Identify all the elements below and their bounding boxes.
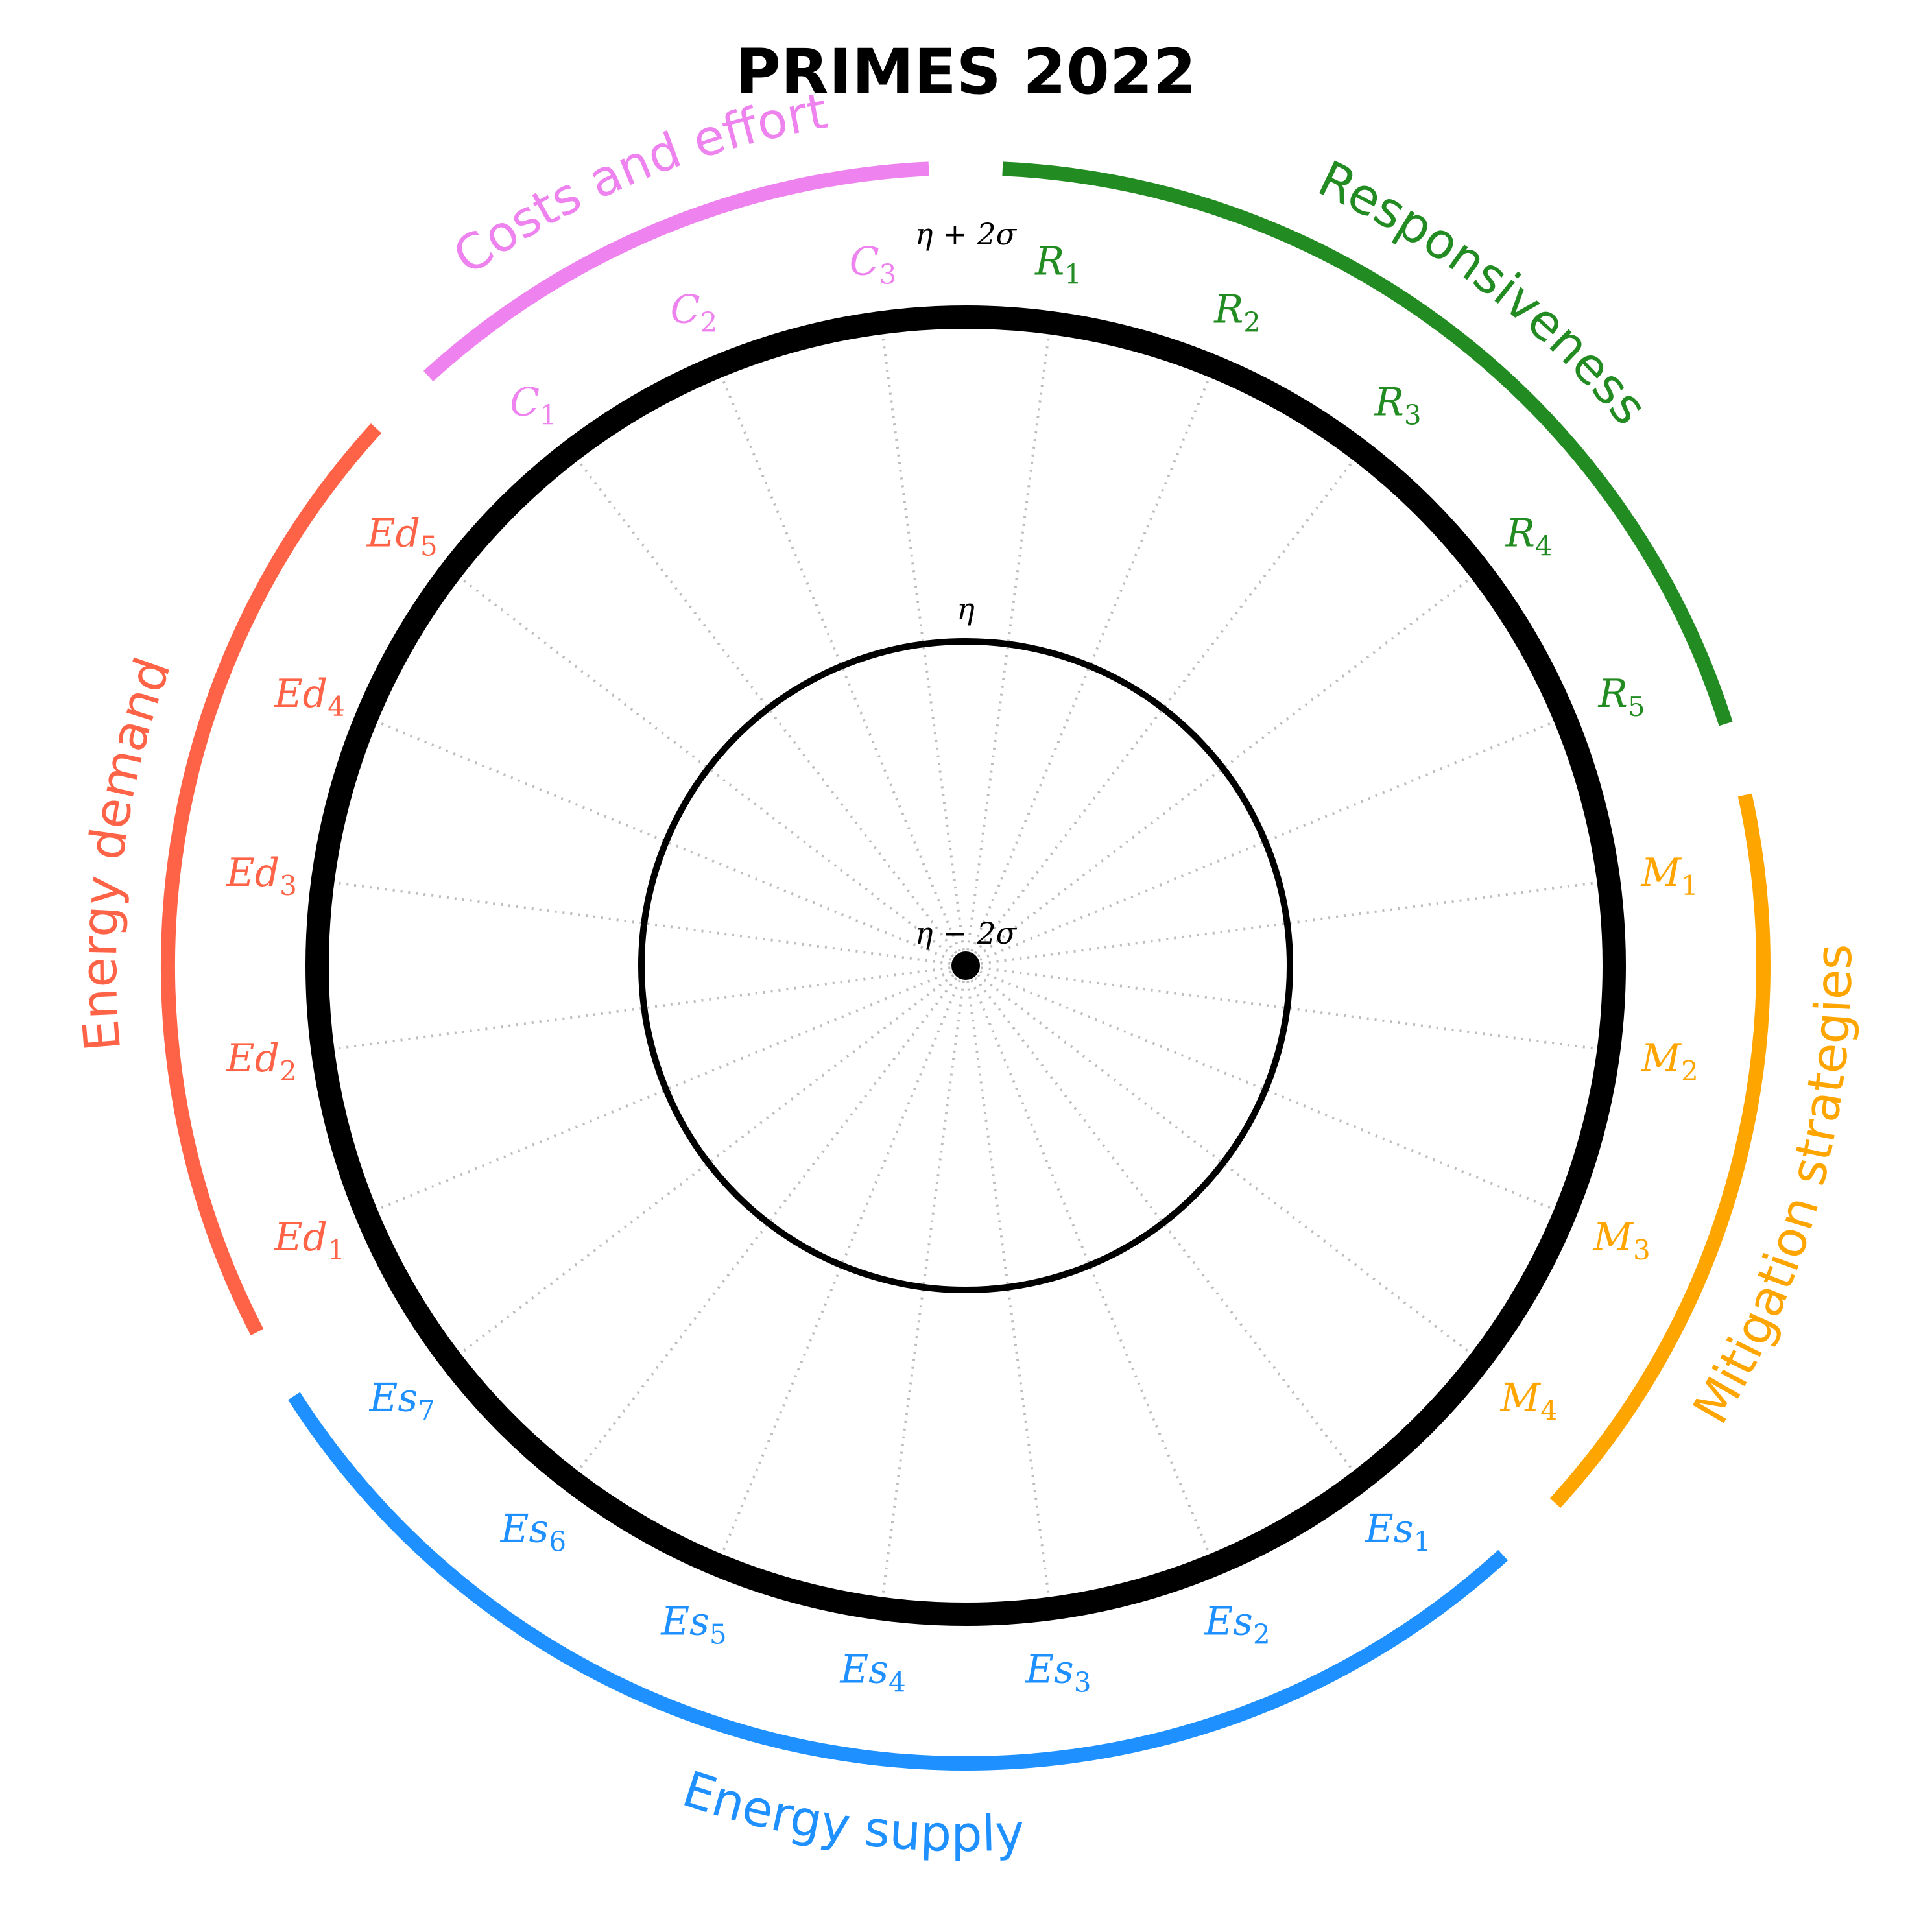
axis-label: Es5 [660, 1599, 726, 1651]
axis-label: Es6 [500, 1507, 566, 1558]
group-arc [161, 423, 382, 1336]
axis-label: Ed1 [274, 1215, 345, 1266]
axis-label: M2 [1641, 1036, 1699, 1087]
group-label: Mitigation strategies [1682, 944, 1863, 1433]
axis-label: C3 [850, 239, 897, 290]
axis-label: C2 [671, 287, 718, 338]
axis-labels: R1 R2 R3 R4 R5 M1 M2 M3 M4 Es1 Es2 Es3 Es4 Es5 Es6 Es7 E… [226, 239, 1699, 1698]
group-arc [1002, 161, 1733, 726]
axis-label: R4 [1505, 510, 1553, 562]
axis-label: R3 [1374, 379, 1422, 431]
axis-label: Ed2 [226, 1036, 297, 1087]
axis-label: Es7 [369, 1376, 435, 1427]
group-arc [423, 161, 929, 382]
axis-label: M3 [1593, 1215, 1651, 1266]
axis-label: R2 [1213, 287, 1261, 338]
group-arc [288, 1392, 1509, 1771]
chart-title: PRIMES 2022 [735, 36, 1197, 108]
group-arc [1549, 793, 1771, 1509]
group-label: Costs and effort [443, 82, 831, 286]
axis-label: R1 [1034, 239, 1082, 290]
group-arcs [161, 161, 1771, 1771]
ring-label-outer: η + 2σ [915, 217, 1018, 252]
group-label: Energy supply [676, 1759, 1025, 1863]
axis-label: Es2 [1204, 1599, 1270, 1651]
mean-ring [638, 638, 1293, 1293]
center-marker [951, 951, 980, 980]
ring-label-inner: η − 2σ [915, 916, 1018, 951]
axis-label: Es3 [1025, 1647, 1091, 1699]
axis-label: C1 [510, 379, 557, 431]
axis-label: Ed5 [366, 510, 438, 562]
ring-label-middle: η [957, 591, 975, 626]
series-polygon [305, 305, 1626, 1626]
group-label: Responsiveness [1310, 149, 1659, 435]
axis-label: R5 [1598, 671, 1645, 722]
axis-label: M4 [1500, 1376, 1558, 1427]
axis-label: Es4 [839, 1647, 905, 1699]
axis-label: Ed4 [274, 671, 345, 722]
axis-label: Es1 [1365, 1507, 1431, 1558]
axis-label: M1 [1641, 850, 1699, 901]
axis-label: Ed3 [226, 850, 297, 901]
